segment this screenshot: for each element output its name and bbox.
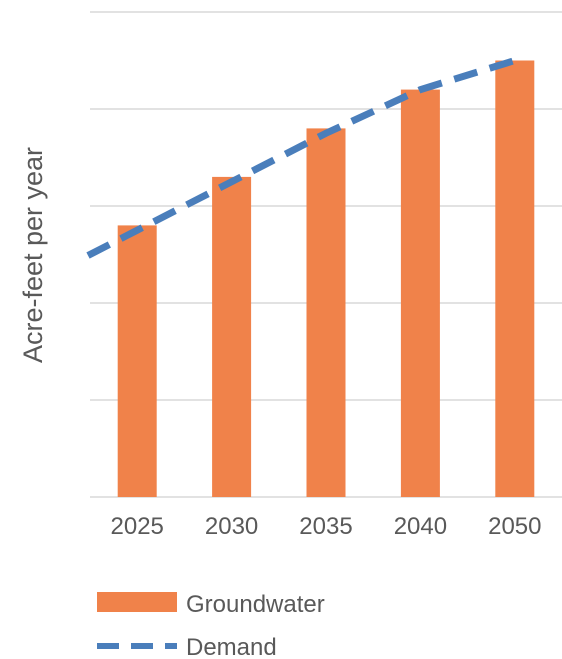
x-tick-label: 2050 (488, 513, 541, 540)
bar-groundwater-2050 (495, 60, 535, 497)
x-tick-label: 2035 (299, 513, 352, 540)
bar-groundwater-2030 (212, 176, 252, 497)
x-tick-label: 2040 (394, 513, 447, 540)
legend: Groundwater Demand (97, 591, 325, 659)
legend-label-groundwater: Groundwater (186, 591, 325, 618)
legend-label-demand: Demand (186, 634, 277, 659)
bar-groundwater-2040 (400, 89, 440, 497)
bar-groundwater-2025 (117, 225, 157, 497)
y-axis-label: Acre-feet per year (18, 147, 48, 363)
x-axis-ticks: 2025 2030 2035 2040 2050 (111, 513, 542, 540)
line-demand (86, 57, 516, 259)
demand-series (86, 57, 516, 259)
legend-swatch-groundwater (97, 592, 177, 612)
x-tick-label: 2030 (205, 513, 258, 540)
x-tick-label: 2025 (111, 513, 164, 540)
bars (117, 60, 535, 497)
bar-groundwater-2035 (306, 128, 346, 497)
